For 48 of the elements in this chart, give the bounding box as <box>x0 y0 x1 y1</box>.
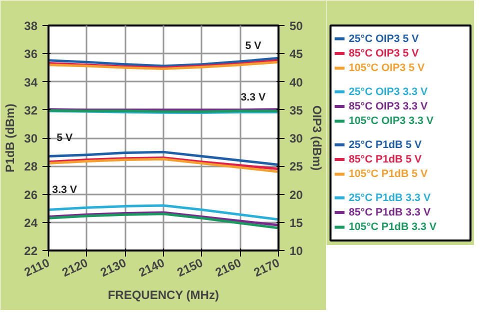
legend-label: 105°C P1dB 3.3 V <box>348 221 438 234</box>
annotation: 3.3 V <box>240 92 267 104</box>
y-tick-label: 26 <box>24 188 38 202</box>
legend-label: 85°C P1dB 5 V <box>348 154 423 166</box>
legend-label: 25°C P1dB 5 V <box>348 138 423 151</box>
y2-tick-label: 15 <box>290 216 304 230</box>
annotation: 5 V <box>245 40 262 52</box>
legend-label: 105°C OIP3 5 V <box>348 62 426 74</box>
legend-label: 105°C P1dB 5 V <box>348 168 428 180</box>
y2-tick-label: 50 <box>290 19 304 33</box>
y-tick-label: 28 <box>24 160 38 174</box>
line-series <box>48 56 278 68</box>
legend-label: 85°C P1dB 3.3 V <box>348 206 432 219</box>
y-tick-label: 34 <box>24 75 38 90</box>
y-tick-label: 24 <box>24 216 38 230</box>
y-tick-label: 22 <box>24 244 38 258</box>
y2-tick-label: 40 <box>290 75 304 90</box>
y2-tick-label: 25 <box>290 160 304 174</box>
y2-tick-label: 45 <box>290 47 304 62</box>
legend-label: 85°C OIP3 3.3 V <box>348 100 428 112</box>
line-series <box>48 212 278 230</box>
y-tick-label: 30 <box>24 132 38 146</box>
x-tick-label: 2170 <box>252 255 282 280</box>
x-tick-label: 2150 <box>174 255 206 280</box>
legend-label: 25°C P1dB 3.3 V <box>348 192 432 204</box>
line-series <box>48 150 278 166</box>
legend-label: 105°C OIP3 3.3 V <box>348 115 434 128</box>
x-tick-label: 2110 <box>22 255 52 280</box>
y2-tick-label: 20 <box>290 188 304 202</box>
x-tick-label: 2160 <box>213 255 244 280</box>
legend-label: 85°C OIP3 5 V <box>348 47 420 60</box>
legend-label: 25°C OIP3 3.3 V <box>348 86 428 98</box>
y-tick-label: 36 <box>24 47 38 62</box>
y2-tick-label: 35 <box>290 103 304 118</box>
y-tick-label: 32 <box>24 103 38 118</box>
x-tick-label: 2130 <box>98 255 129 280</box>
x-tick-label: 2140 <box>136 255 167 280</box>
legend-label: 25°C OIP3 5 V <box>348 32 420 45</box>
y2-tick-label: 10 <box>290 244 304 258</box>
y-axis-title: P1dB (dBm) <box>3 104 18 172</box>
line-series <box>48 204 278 221</box>
y-tick-label: 38 <box>24 19 38 33</box>
x-tick-label: 2120 <box>60 255 90 280</box>
x-axis-title: FREQUENCY (MHz) <box>108 288 219 302</box>
y2-axis-title: OIP3 (dBm) <box>310 105 324 171</box>
annotation: 5 V <box>56 132 74 144</box>
y2-tick-label: 30 <box>290 132 304 146</box>
annotation: 3.3 V <box>52 184 78 196</box>
